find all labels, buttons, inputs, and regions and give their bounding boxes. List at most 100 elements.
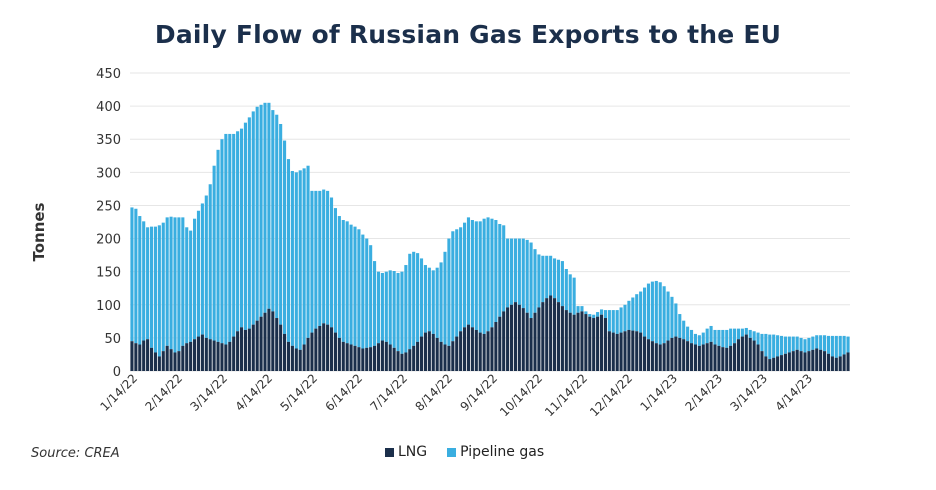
bar-lng <box>341 341 345 371</box>
bar-lng <box>623 331 627 371</box>
bar-lng <box>779 355 784 371</box>
bar-lng <box>243 329 247 371</box>
bar-pipeline <box>678 314 682 338</box>
bar-pipeline <box>506 238 510 308</box>
bar-lng <box>271 311 275 371</box>
x-tick-label: 12/14/22 <box>587 371 635 419</box>
bar-lng <box>599 314 604 371</box>
bar-lng <box>388 344 392 371</box>
x-tick-label: 5/14/22 <box>278 371 321 414</box>
bar-lng <box>251 324 255 371</box>
bar-lng <box>666 340 670 371</box>
bar-pipeline <box>435 267 439 338</box>
bar-pipeline <box>795 336 799 350</box>
bar-pipeline <box>729 328 733 346</box>
bar-lng <box>701 344 705 371</box>
legend-label-lng: LNG <box>398 444 428 460</box>
bar-pipeline <box>298 170 302 350</box>
bar-pipeline <box>509 238 514 305</box>
bar-pipeline <box>306 165 310 338</box>
bar-lng <box>396 351 400 371</box>
bar-pipeline <box>666 291 670 341</box>
bar-lng <box>470 327 474 371</box>
bar-pipeline <box>521 238 525 309</box>
bar-pipeline <box>725 329 729 348</box>
bar-lng <box>451 341 455 371</box>
bar-pipeline <box>572 277 576 315</box>
bar-lng <box>216 341 220 371</box>
bar-pipeline <box>200 203 204 335</box>
bar-lng <box>807 351 811 371</box>
bar-pipeline <box>713 329 717 345</box>
bar-lng <box>603 318 607 371</box>
bar-lng <box>427 331 431 371</box>
bar-lng <box>556 302 561 371</box>
bar-lng <box>157 356 161 371</box>
bar-pipeline <box>326 190 330 325</box>
bar-pipeline <box>584 311 588 315</box>
bar-pipeline <box>736 328 741 340</box>
bar-lng <box>173 352 177 371</box>
bar-lng <box>776 356 780 371</box>
bar-lng <box>463 327 467 371</box>
bar-pipeline <box>783 336 787 354</box>
bar-pipeline <box>267 102 271 309</box>
bar-pipeline <box>173 217 177 353</box>
bar-pipeline <box>185 227 189 344</box>
bar-pipeline <box>549 255 553 296</box>
legend-item-pipeline: Pipeline gas <box>447 444 544 460</box>
bar-lng <box>318 325 322 371</box>
bar-pipeline <box>153 226 157 353</box>
y-tick-label: 300 <box>96 166 121 181</box>
bar-pipeline <box>130 207 134 342</box>
bar-pipeline <box>545 255 549 299</box>
bar-pipeline <box>279 123 283 325</box>
bar-pipeline <box>498 223 502 317</box>
bar-lng <box>733 343 737 371</box>
bar-lng <box>635 331 639 371</box>
bar-pipeline <box>459 227 463 332</box>
bar-lng <box>588 316 592 371</box>
bar-lng <box>482 333 486 371</box>
legend-label-pipeline: Pipeline gas <box>460 444 545 460</box>
bar-pipeline <box>486 217 490 332</box>
bar-lng <box>380 340 384 371</box>
x-tick-label: 3/14/22 <box>188 371 231 414</box>
bar-lng <box>529 318 533 371</box>
bar-pipeline <box>439 262 443 342</box>
bar-pipeline <box>361 234 365 349</box>
bar-pipeline <box>146 227 150 340</box>
x-tick-label: 10/14/22 <box>497 371 545 419</box>
bar-lng <box>196 336 201 371</box>
bar-lng <box>459 331 463 371</box>
bar-pipeline <box>662 286 666 344</box>
bar-pipeline <box>787 336 791 353</box>
bar-lng <box>212 340 216 371</box>
bar-pipeline <box>564 269 568 311</box>
bar-pipeline <box>423 265 427 333</box>
bar-lng <box>564 310 568 371</box>
chart-title: Daily Flow of Russian Gas Exports to the… <box>154 20 782 49</box>
bar-pipeline <box>537 254 541 308</box>
bar-lng <box>220 343 224 371</box>
bar-pipeline <box>686 326 690 342</box>
bar-lng <box>799 351 803 371</box>
bar-pipeline <box>251 111 255 325</box>
y-tick-label: 350 <box>96 133 121 148</box>
bar-pipeline <box>193 218 197 340</box>
x-tick-label: 9/14/22 <box>458 371 501 414</box>
bar-lng <box>279 324 283 371</box>
y-tick-label: 450 <box>96 67 121 82</box>
bar-lng <box>228 341 232 371</box>
legend: LNG Pipeline gas <box>385 444 564 460</box>
bar-pipeline <box>752 331 756 341</box>
bar-pipeline <box>826 335 831 354</box>
bar-pipeline <box>709 325 713 342</box>
bar-lng <box>142 340 146 371</box>
bar-lng <box>294 348 298 371</box>
bar-lng <box>181 345 185 371</box>
bar-pipeline <box>310 190 314 333</box>
bars <box>130 102 850 371</box>
bar-pipeline <box>748 329 752 338</box>
bar-lng <box>803 352 807 371</box>
